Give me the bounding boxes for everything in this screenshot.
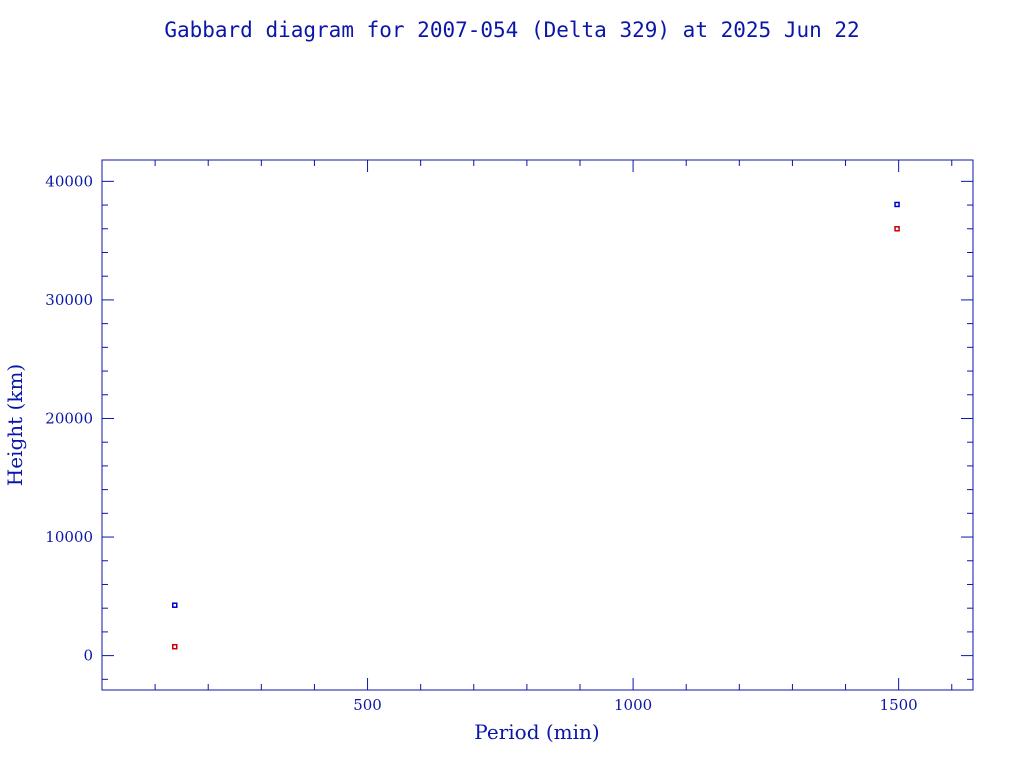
x-tick-label: 500 (353, 696, 382, 714)
y-axis-tick-labels: 0 10000 20000 30000 40000 (45, 172, 93, 664)
chart-title: Gabbard diagram for 2007-054 (Delta 329)… (164, 18, 859, 42)
plot-frame (101, 159, 974, 691)
x-tick-label: 1500 (880, 696, 918, 714)
apogee-point (894, 201, 900, 208)
apogee-point (172, 602, 178, 608)
x-axis-ticks (154, 160, 953, 690)
y-axis-label: Height (km) (3, 364, 27, 486)
x-axis-tick-labels: 500 1000 1500 (353, 696, 918, 714)
y-tick-label: 0 (83, 647, 93, 665)
perigee-point (894, 226, 900, 232)
y-axis-ticks (102, 180, 973, 680)
y-tick-label: 40000 (45, 172, 93, 190)
y-tick-label: 30000 (45, 291, 93, 309)
y-tick-label: 10000 (45, 528, 93, 546)
x-tick-label: 1000 (614, 696, 652, 714)
x-axis-label: Period (min) (474, 720, 599, 744)
y-tick-label: 20000 (45, 409, 93, 427)
perigee-point (172, 643, 178, 650)
data-points (172, 201, 900, 650)
